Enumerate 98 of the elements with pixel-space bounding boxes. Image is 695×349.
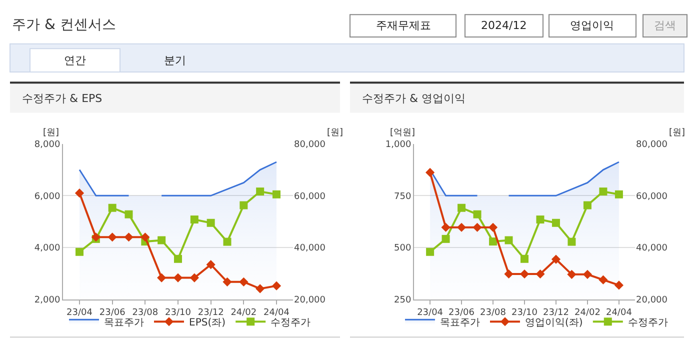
point xyxy=(223,238,232,246)
point xyxy=(441,222,450,232)
point xyxy=(124,232,134,242)
point xyxy=(489,238,498,246)
text: 연간 xyxy=(64,54,86,67)
text: 검색 xyxy=(654,19,676,32)
point xyxy=(552,218,560,227)
y2-axis-title: [원] xyxy=(327,128,344,138)
y-axis-title: [억원] xyxy=(390,128,416,138)
point xyxy=(456,222,466,232)
point xyxy=(272,190,280,198)
x-tick-label: 23/08 xyxy=(480,308,506,318)
legend-label: 영업이익(좌) xyxy=(525,318,583,329)
point xyxy=(108,204,116,212)
point xyxy=(536,269,545,279)
x-tick-label: 23/10 xyxy=(165,308,192,318)
y-tick-label: 6,000 xyxy=(34,192,60,202)
y-tick-label: 750 xyxy=(394,192,412,202)
x-tick-label: 24/02 xyxy=(230,308,257,318)
point xyxy=(442,234,450,243)
point xyxy=(140,232,150,242)
point xyxy=(157,273,166,282)
y-tick-label: 8,000 xyxy=(34,140,60,150)
text: 분기 xyxy=(164,54,186,67)
y-tick-label: 250 xyxy=(394,295,412,306)
y2-tick-label: 40,000 xyxy=(636,244,668,254)
point xyxy=(473,210,482,218)
x-tick-label: 23/04 xyxy=(66,308,93,318)
point xyxy=(240,201,248,210)
legend-label: 목표주가 xyxy=(440,318,480,329)
point xyxy=(222,277,232,286)
point xyxy=(472,222,482,232)
point xyxy=(504,269,514,279)
point xyxy=(124,210,133,218)
point xyxy=(74,188,84,198)
chart-title: 수정주가 & 영업이익 xyxy=(362,92,466,105)
point xyxy=(426,168,435,178)
x-tick-label: 24/04 xyxy=(606,308,632,318)
y2-tick-label: 60,000 xyxy=(294,192,326,202)
y-tick-label: 500 xyxy=(394,244,412,254)
point xyxy=(599,188,608,196)
y-tick-label: 2,000 xyxy=(34,295,60,306)
x-tick-label: 23/06 xyxy=(99,308,126,318)
text: 영업이익 xyxy=(570,19,614,32)
y-tick-label: 1,000 xyxy=(385,140,412,150)
y2-tick-label: 20,000 xyxy=(294,295,326,306)
point xyxy=(158,236,166,244)
x-tick-label: 24/04 xyxy=(264,308,290,318)
legend-label: 목표주가 xyxy=(104,318,144,329)
point xyxy=(520,254,528,263)
chart-title: 수정주가 & EPS xyxy=(22,92,102,105)
y2-axis-title: [원] xyxy=(669,128,686,138)
y2-tick-label: 80,000 xyxy=(294,140,326,150)
y2-tick-label: 80,000 xyxy=(636,140,668,150)
point xyxy=(504,236,513,244)
y-axis-title: [원] xyxy=(43,128,60,138)
point xyxy=(206,218,215,227)
point xyxy=(598,275,608,284)
point xyxy=(190,273,199,282)
point xyxy=(239,277,248,286)
point xyxy=(108,232,117,242)
point xyxy=(458,204,466,212)
y2-tick-label: 40,000 xyxy=(294,244,326,254)
text: 주재무제표 xyxy=(376,19,431,32)
legend-label: EPS(좌) xyxy=(189,318,226,329)
point xyxy=(567,270,576,279)
point xyxy=(582,270,592,279)
y2-tick-label: 20,000 xyxy=(636,295,668,306)
y-tick-label: 4,000 xyxy=(34,244,60,254)
point xyxy=(551,254,561,264)
x-tick-label: 23/08 xyxy=(132,308,158,318)
point xyxy=(190,216,198,224)
point xyxy=(272,281,282,290)
x-tick-label: 23/10 xyxy=(512,308,538,318)
point xyxy=(256,284,265,294)
text: 주가 & 컨센서스 xyxy=(12,17,116,33)
point xyxy=(583,201,592,210)
point xyxy=(173,273,183,282)
x-tick-label: 23/06 xyxy=(448,308,475,318)
point xyxy=(614,190,623,198)
y2-tick-label: 60,000 xyxy=(636,192,668,202)
point xyxy=(426,248,434,256)
point xyxy=(76,248,84,256)
point xyxy=(174,254,182,263)
legend-label: 수정주가 xyxy=(628,318,668,329)
point xyxy=(520,269,530,279)
point xyxy=(614,280,624,290)
x-tick-label: 23/12 xyxy=(543,308,569,318)
point xyxy=(206,260,216,270)
point xyxy=(256,188,264,196)
text: 2024/12 xyxy=(481,19,527,32)
x-tick-label: 24/02 xyxy=(574,308,600,318)
point xyxy=(488,222,498,232)
point xyxy=(568,238,576,246)
x-tick-label: 23/12 xyxy=(198,308,224,318)
point xyxy=(536,216,544,224)
legend-label: 수정주가 xyxy=(270,318,311,329)
x-tick-label: 23/04 xyxy=(417,308,444,318)
